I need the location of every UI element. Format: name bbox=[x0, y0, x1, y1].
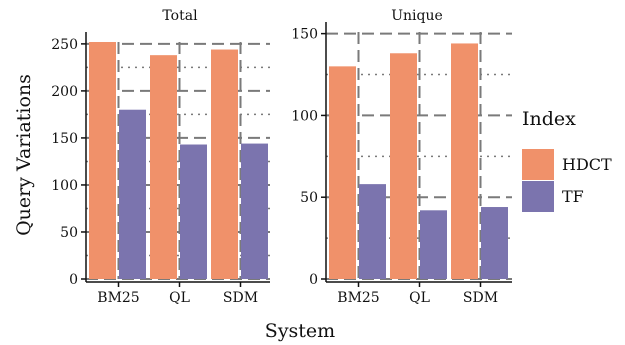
panel-title: Total bbox=[162, 8, 198, 24]
legend-swatch-hdct bbox=[522, 149, 554, 180]
legend-swatch-tf bbox=[522, 181, 554, 212]
bar-tf bbox=[119, 109, 146, 279]
y-tick-label: 150 bbox=[291, 27, 318, 43]
y-tick-label: 150 bbox=[51, 131, 78, 147]
y-tick-label: 50 bbox=[300, 190, 318, 206]
x-axis-title: System bbox=[265, 320, 335, 342]
y-tick-label: 0 bbox=[309, 272, 318, 288]
bar-hdct bbox=[89, 42, 116, 279]
y-tick-label: 200 bbox=[51, 84, 78, 100]
legend-title: Index bbox=[522, 108, 576, 130]
legend: Index HDCT TF bbox=[522, 108, 612, 212]
bar-hdct bbox=[211, 49, 238, 280]
legend-label-tf: TF bbox=[562, 187, 584, 206]
bar-tf bbox=[481, 207, 508, 279]
bar-tf bbox=[180, 144, 207, 279]
legend-label-hdct: HDCT bbox=[562, 155, 612, 174]
y-tick-label: 100 bbox=[291, 108, 318, 124]
bar-tf bbox=[420, 210, 447, 279]
y-tick-label: 250 bbox=[51, 37, 78, 53]
x-tick-label: QL bbox=[409, 290, 430, 306]
x-tick-label: BM25 bbox=[337, 290, 379, 306]
panel-title: Unique bbox=[391, 8, 443, 24]
bar-hdct bbox=[390, 53, 417, 280]
panel-total: Total 0 50 100 150 200 250 BM25 QL SDM bbox=[51, 8, 270, 306]
bar-hdct bbox=[329, 66, 356, 280]
bar-tf bbox=[359, 184, 386, 279]
y-tick-label: 100 bbox=[51, 178, 78, 194]
bar-tf bbox=[241, 143, 268, 279]
x-tick-label: SDM bbox=[463, 290, 498, 306]
bar-hdct bbox=[150, 55, 177, 279]
x-tick-label: SDM bbox=[223, 290, 258, 306]
y-tick-label: 50 bbox=[60, 225, 78, 241]
x-tick-label: BM25 bbox=[97, 290, 139, 306]
y-axis-title: Query Variations bbox=[13, 74, 35, 236]
panel-unique: Unique 0 50 100 150 BM25 QL SDM bbox=[291, 8, 512, 306]
y-tick-label: 0 bbox=[69, 272, 78, 288]
bar-hdct bbox=[451, 43, 478, 279]
x-tick-label: QL bbox=[169, 290, 190, 306]
